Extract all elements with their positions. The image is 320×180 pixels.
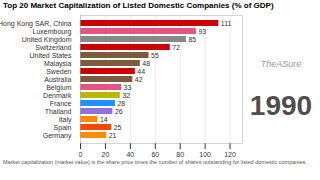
svg-text:44: 44 — [137, 68, 145, 75]
html-text:Market capitalization (market: Market capitalization (market value) is … — [3, 159, 307, 165]
svg-text:Thailand: Thailand — [45, 108, 72, 115]
svg-text:42: 42 — [135, 76, 143, 83]
svg-text:55: 55 — [151, 52, 159, 59]
svg-text:60: 60 — [151, 151, 159, 158]
svg-text:33: 33 — [124, 84, 132, 91]
svg-text:Malaysia: Malaysia — [44, 60, 72, 68]
svg-text:Hong Kong SAR, China: Hong Kong SAR, China — [0, 20, 72, 28]
svg-text:48: 48 — [142, 60, 150, 67]
svg-text:Denmark: Denmark — [43, 92, 72, 99]
svg-text:France: France — [50, 100, 72, 107]
svg-text:0: 0 — [79, 151, 83, 158]
svg-text:80: 80 — [176, 151, 184, 158]
html-text:Top 20 Market Capitalization o: Top 20 Market Capitalization of Listed D… — [3, 1, 274, 10]
svg-text:Sweden: Sweden — [46, 68, 71, 75]
html-text:TheASure: TheASure — [260, 59, 302, 69]
svg-text:26: 26 — [115, 108, 123, 115]
svg-text:32: 32 — [122, 92, 130, 99]
svg-text:72: 72 — [172, 44, 180, 51]
svg-text:85: 85 — [188, 36, 196, 43]
svg-text:25: 25 — [114, 124, 122, 131]
html-text:1990: 1990 — [249, 90, 313, 121]
svg-text:120: 120 — [224, 151, 236, 158]
svg-text:21: 21 — [109, 132, 117, 139]
svg-text:Australia: Australia — [44, 76, 71, 83]
svg-text:Italy: Italy — [59, 116, 72, 124]
svg-text:14: 14 — [100, 116, 108, 123]
svg-text:40: 40 — [126, 151, 134, 158]
svg-text:United Kingdom: United Kingdom — [22, 36, 72, 44]
svg-text:111: 111 — [221, 20, 232, 27]
svg-text:Switzerland: Switzerland — [35, 44, 71, 51]
svg-text:28: 28 — [117, 100, 125, 107]
svg-text:100: 100 — [199, 151, 211, 158]
svg-text:20: 20 — [102, 151, 110, 158]
svg-text:Spain: Spain — [54, 124, 72, 132]
svg-text:Luxembourg: Luxembourg — [33, 28, 72, 36]
svg-text:United States: United States — [29, 52, 72, 59]
svg-text:93: 93 — [198, 28, 206, 35]
svg-text:Germany: Germany — [43, 132, 72, 140]
svg-text:Belgium: Belgium — [46, 84, 71, 92]
